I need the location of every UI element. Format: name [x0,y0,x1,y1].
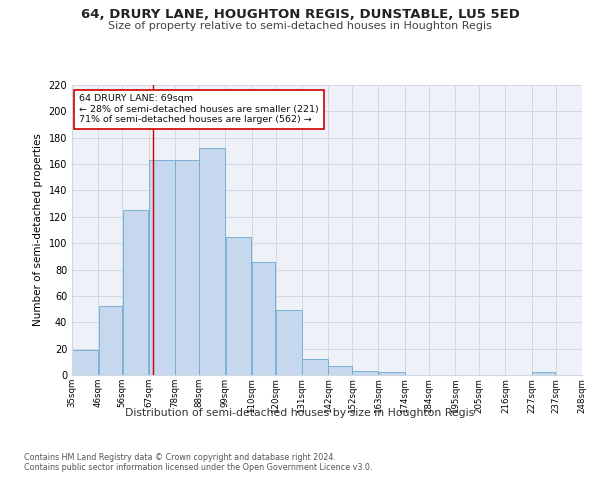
Bar [276,310,302,375]
Bar [252,262,275,375]
Text: Contains HM Land Registry data © Crown copyright and database right 2024.
Contai: Contains HM Land Registry data © Crown c… [24,452,373,472]
Bar [149,160,175,375]
Bar [379,372,404,375]
Bar [302,359,328,375]
Y-axis label: Number of semi-detached properties: Number of semi-detached properties [33,134,43,326]
Bar [328,366,352,375]
Bar [532,372,556,375]
Bar [175,160,199,375]
Text: 64, DRURY LANE, HOUGHTON REGIS, DUNSTABLE, LU5 5ED: 64, DRURY LANE, HOUGHTON REGIS, DUNSTABL… [80,8,520,20]
Bar [72,350,98,375]
Text: Distribution of semi-detached houses by size in Houghton Regis: Distribution of semi-detached houses by … [125,408,475,418]
Bar [98,306,122,375]
Bar [352,371,378,375]
Bar [122,210,148,375]
Bar [226,236,251,375]
Bar [199,148,225,375]
Text: 64 DRURY LANE: 69sqm
← 28% of semi-detached houses are smaller (221)
71% of semi: 64 DRURY LANE: 69sqm ← 28% of semi-detac… [79,94,319,124]
Text: Size of property relative to semi-detached houses in Houghton Regis: Size of property relative to semi-detach… [108,21,492,31]
